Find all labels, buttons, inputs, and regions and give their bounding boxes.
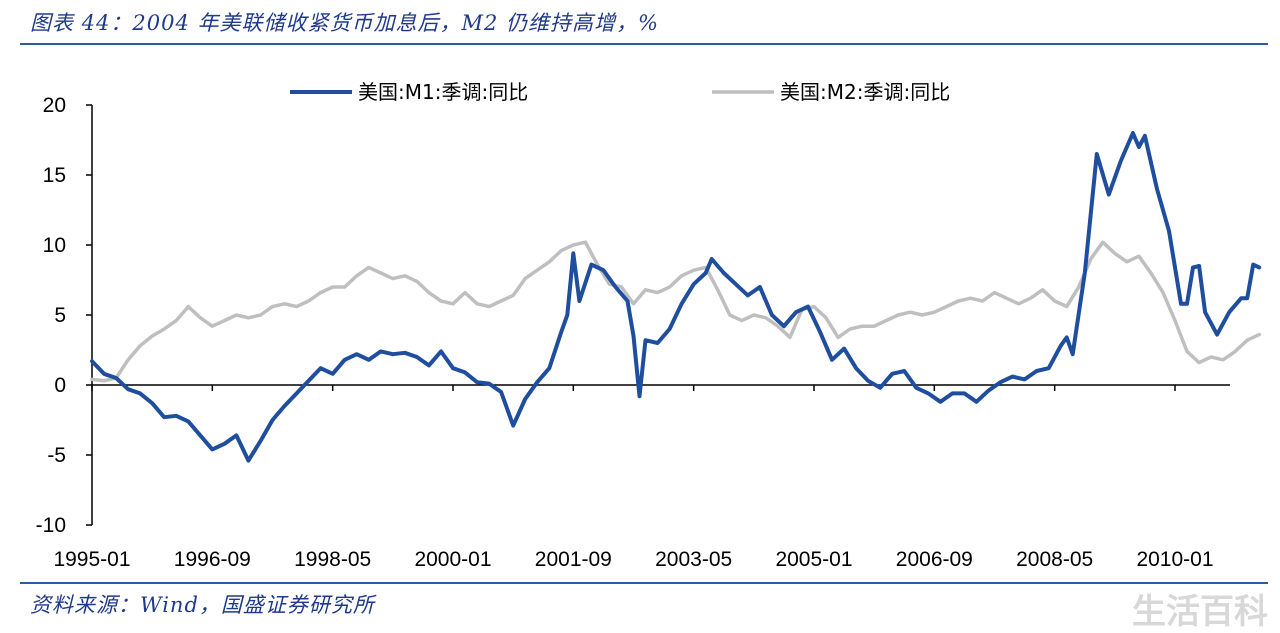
x-tick-label: 2008-05 <box>1016 548 1093 571</box>
y-tick-label: 5 <box>54 304 66 327</box>
chart-axes: 20 15 10 5 0 -5 -10 1995-01 1996-09 1998-05 2000-0… <box>36 94 1230 571</box>
x-tick-label: 2000-01 <box>414 548 491 571</box>
y-tick-label: 10 <box>43 234 66 257</box>
x-tick-label: 2001-09 <box>535 548 612 571</box>
x-tick-label: 2006-09 <box>896 548 973 571</box>
series-line-m2 <box>90 240 1261 383</box>
y-tick-label: 0 <box>54 374 66 397</box>
y-tick-label: 20 <box>43 94 66 117</box>
chart-title: 图表 44：2004 年美联储收紧货币加息后，M2 仍维持高增，% <box>30 11 660 35</box>
x-tick-label: 1998-05 <box>294 548 371 571</box>
x-tick-label: 1995-01 <box>53 548 130 571</box>
x-tick-label: 2003-05 <box>655 548 732 571</box>
series-line-m1 <box>90 131 1262 463</box>
chart-series <box>90 131 1262 463</box>
chart-legend: 美国:M1:季调:同比 美国:M2:季调:同比 <box>290 80 950 104</box>
legend-m2-label: 美国:M2:季调:同比 <box>780 80 950 104</box>
y-tick-label: -5 <box>47 444 66 467</box>
top-rule <box>20 43 1268 45</box>
source-note: 资料来源：Wind，国盛证券研究所 <box>30 593 375 617</box>
x-tick-label: 2005-01 <box>775 548 852 571</box>
y-tick-label: -10 <box>36 514 66 537</box>
x-tick-label: 2010-01 <box>1136 548 1213 571</box>
watermark: 生活百科 <box>1132 592 1268 632</box>
bottom-rule <box>20 582 1268 584</box>
y-tick-label: 15 <box>43 164 66 187</box>
x-tick-label: 1996-09 <box>174 548 251 571</box>
legend-m1-label: 美国:M1:季调:同比 <box>358 80 528 104</box>
